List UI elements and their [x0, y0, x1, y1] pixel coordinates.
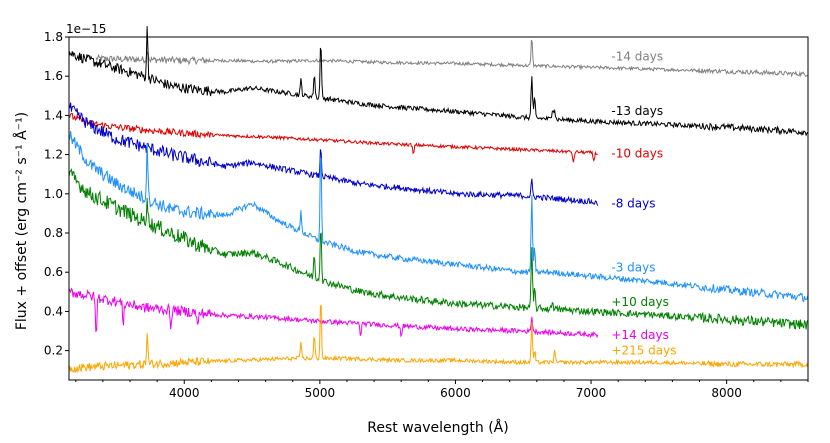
- series-line: [95, 39, 809, 78]
- x-tick-label: 4000: [169, 386, 200, 400]
- series-label: -3 days: [611, 261, 655, 275]
- y-tick-label: 1.0: [44, 187, 63, 201]
- series-line: [68, 112, 598, 163]
- y-tick-label: 0.2: [44, 344, 63, 358]
- x-tick-label: 5000: [305, 386, 336, 400]
- series-label: -10 days: [611, 147, 663, 161]
- series-line: [68, 168, 809, 330]
- x-tick-label: 8000: [711, 386, 742, 400]
- series-labels: -14 days -13 days -10 days -8 days -3 days +1…: [611, 50, 676, 358]
- y-tick-label: 1.4: [44, 108, 63, 122]
- x-axis-label: Rest wavelength (Å): [367, 419, 508, 436]
- y-tick-label: 0.6: [44, 265, 63, 279]
- series-label: +10 days: [611, 295, 668, 309]
- y-tick-label: 0.8: [44, 226, 63, 240]
- x-axis: 4000 5000 6000 7000 8000: [75, 380, 809, 400]
- series-label: -13 days: [611, 104, 663, 118]
- plot-frame: [68, 36, 809, 381]
- series-label: +14 days: [611, 328, 668, 342]
- y-axis-label: Flux + offset (erg cm⁻² s⁻¹ Å⁻¹): [13, 112, 30, 330]
- x-tick-label: 6000: [440, 386, 471, 400]
- y-tick-label: 1.8: [44, 30, 63, 44]
- x-tick-label: 7000: [576, 386, 607, 400]
- y-axis: 0.2 0.4 0.6 0.8 1.0 1.2 1.4 1.6 1.8: [44, 30, 69, 358]
- series-line: [68, 130, 809, 303]
- series-label: -14 days: [611, 50, 663, 64]
- series-line: [68, 102, 599, 206]
- series-label: -8 days: [611, 197, 655, 211]
- plot-area: [68, 26, 809, 374]
- y-tick-label: 0.4: [44, 304, 63, 318]
- y-scale-note: 1e−15: [66, 22, 106, 36]
- y-tick-label: 1.2: [44, 148, 63, 162]
- series-line: [68, 304, 809, 374]
- y-tick-label: 1.6: [44, 69, 63, 83]
- series-line: [68, 26, 809, 137]
- series-line: [68, 287, 599, 339]
- series-label: +215 days: [611, 343, 676, 357]
